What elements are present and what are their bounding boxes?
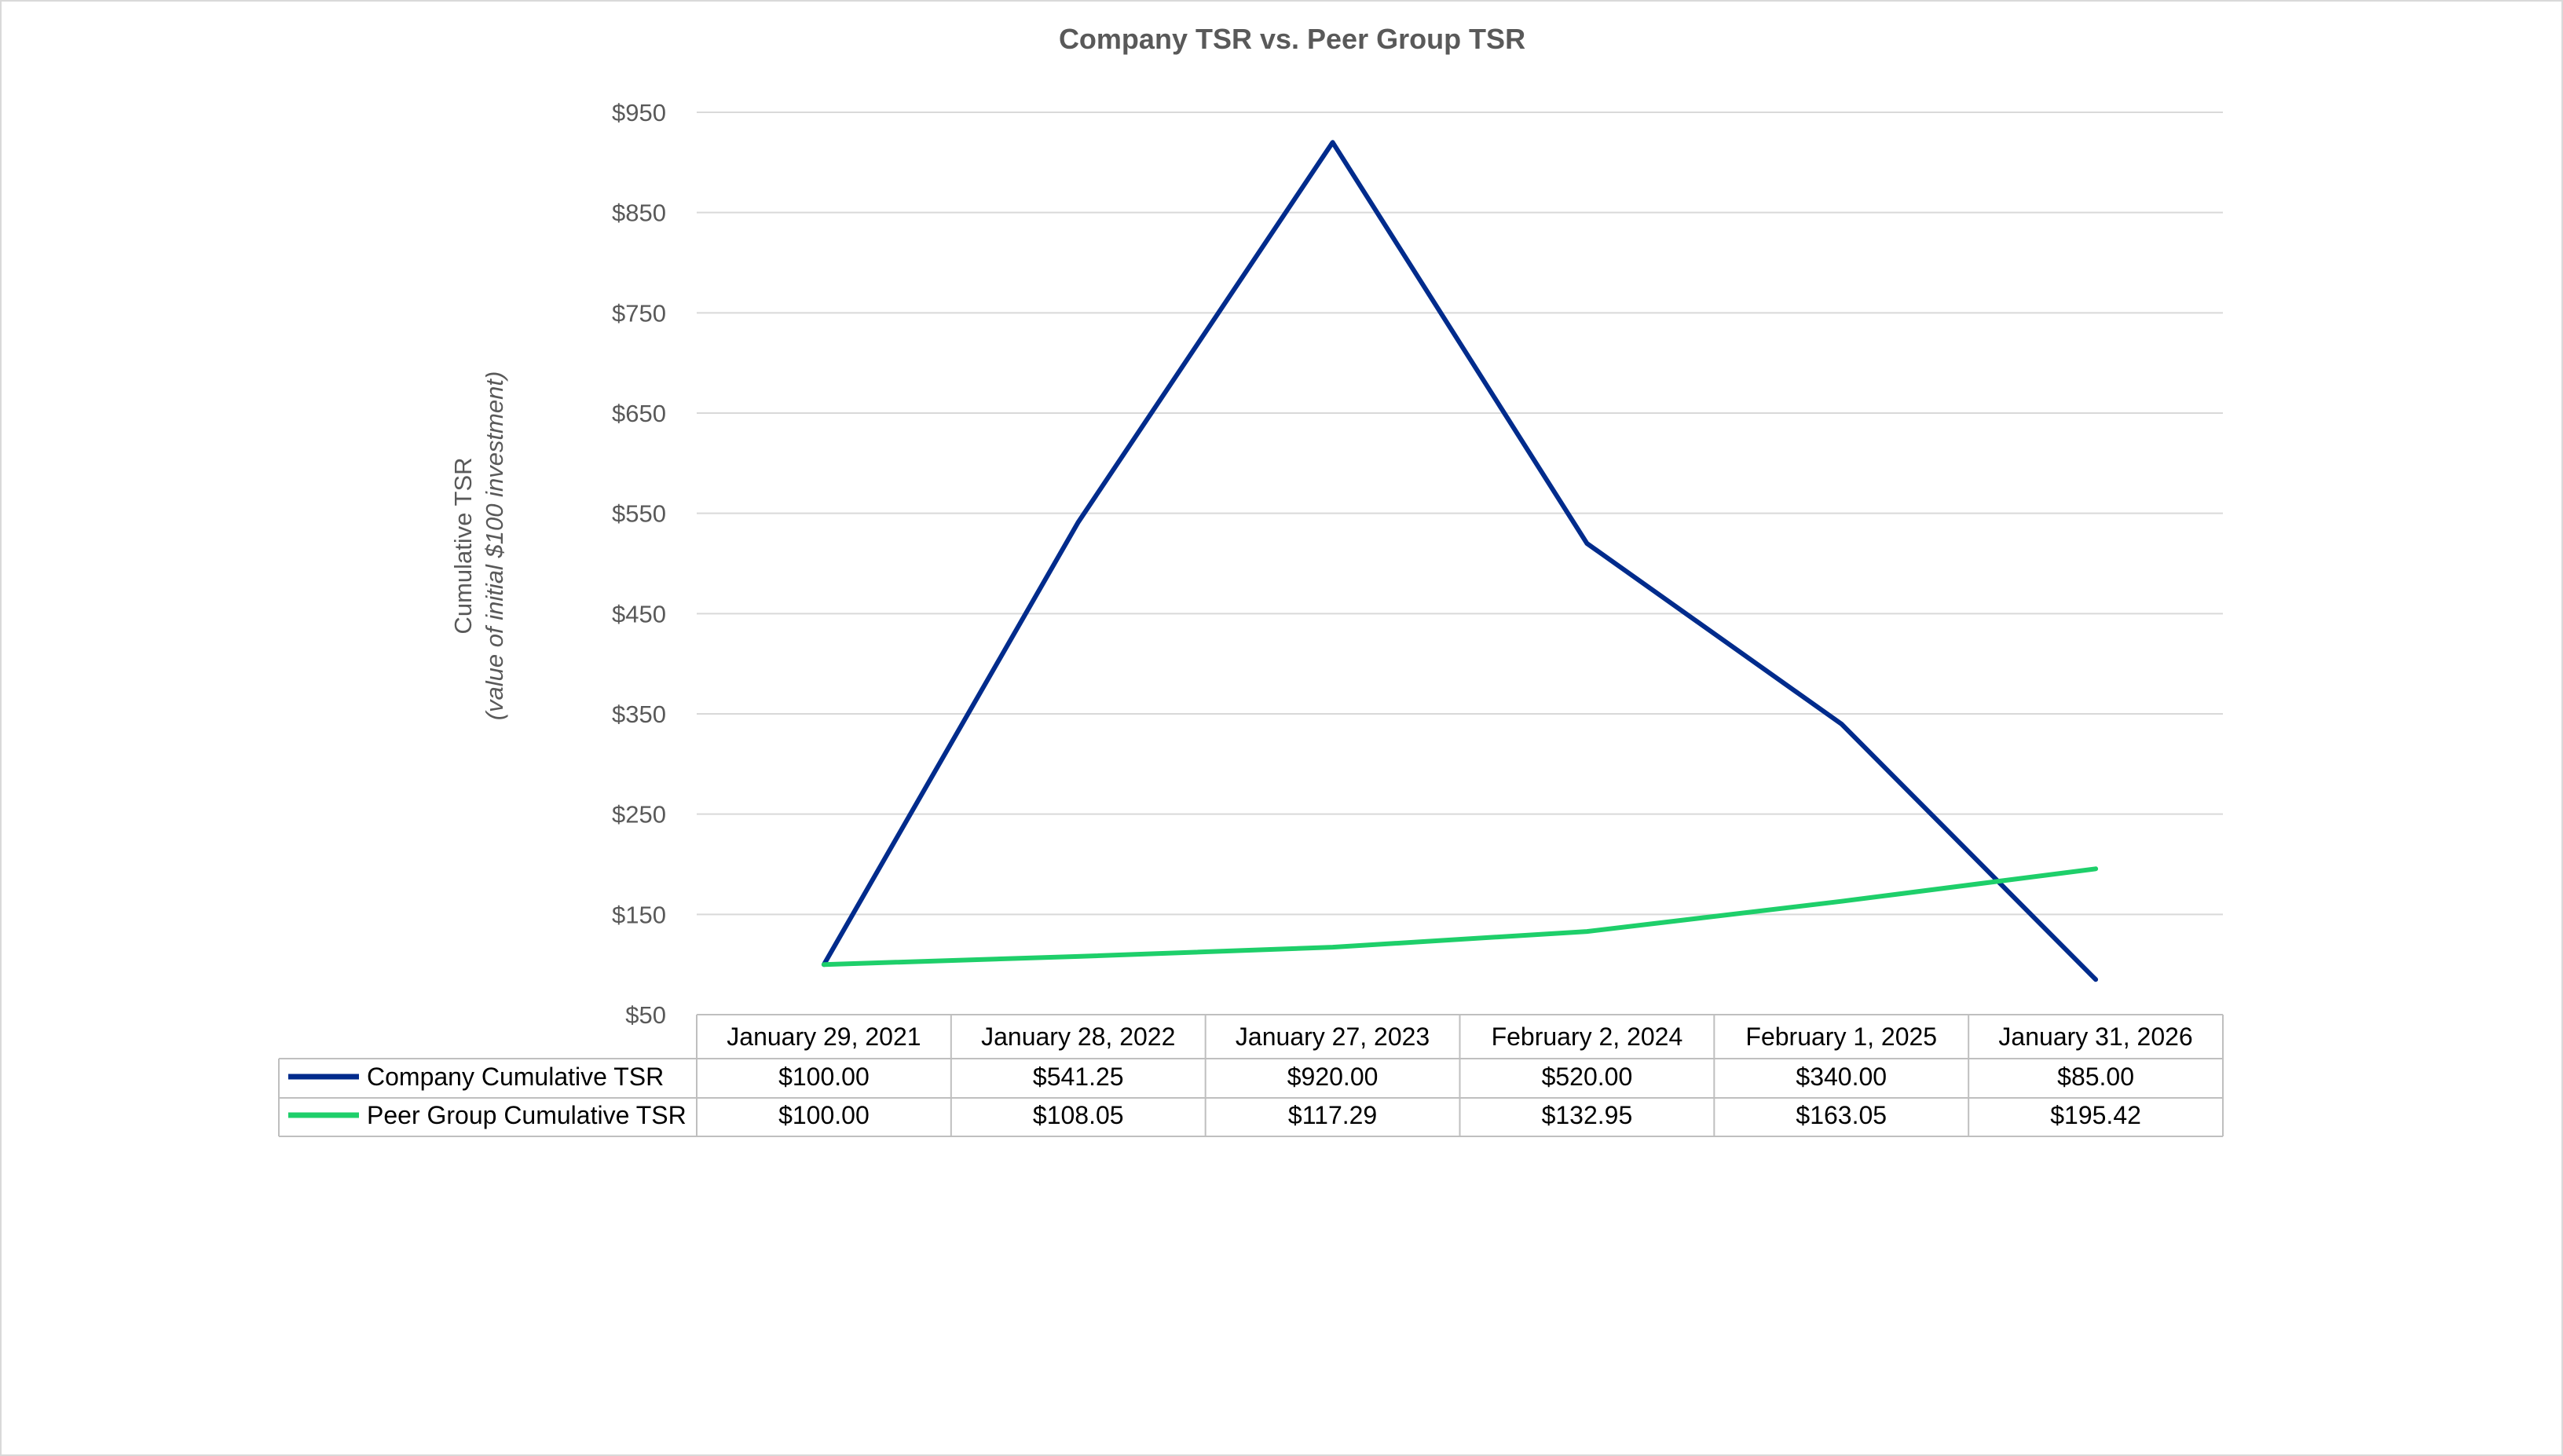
x-category-label: January 28, 2022 xyxy=(981,1022,1175,1051)
x-category-label: February 1, 2025 xyxy=(1745,1022,1937,1051)
legend-series-name: Company Cumulative TSR xyxy=(367,1063,664,1091)
table-value-cell: $195.42 xyxy=(2050,1101,2141,1129)
y-axis-title-sub: (value of initial $100 investment) xyxy=(481,371,508,721)
data-table: January 29, 2021 January 28, 2022 January … xyxy=(278,1014,2224,1137)
y-tick-label: $950 xyxy=(612,99,666,126)
x-category-label: February 2, 2024 xyxy=(1492,1022,1683,1051)
series-line xyxy=(821,866,2099,968)
legend-series-name: Peer Group Cumulative TSR xyxy=(367,1101,687,1129)
table-value-cell: $108.05 xyxy=(1033,1101,1124,1129)
table-value-cell: $117.29 xyxy=(1288,1101,1377,1129)
series-line xyxy=(821,140,2099,982)
x-category-label: January 27, 2023 xyxy=(1236,1022,1430,1051)
y-tick-label: $650 xyxy=(612,400,666,427)
gridlines xyxy=(697,112,2223,916)
y-tick-label: $350 xyxy=(612,701,666,728)
y-tick-label: $50 xyxy=(625,1001,666,1029)
y-tick-label: $750 xyxy=(612,299,666,327)
y-tick-label: $450 xyxy=(612,600,666,627)
table-value-cell: $920.00 xyxy=(1287,1063,1379,1091)
table-value-cell: $520.00 xyxy=(1542,1063,1633,1091)
y-axis-title-main: Cumulative TSR xyxy=(449,457,477,634)
x-category-label: January 31, 2026 xyxy=(1998,1022,2192,1051)
series-lines xyxy=(821,140,2099,982)
table-value-cell: $85.00 xyxy=(2057,1063,2134,1091)
y-axis-ticks: $50 $150 $250 $350 $450 $550 $650 $750 $850 $950 xyxy=(612,99,666,1029)
y-tick-label: $150 xyxy=(612,901,666,928)
table-value-cell: $163.05 xyxy=(1796,1101,1887,1129)
y-axis-title: Cumulative TSR (value of initial $100 in… xyxy=(449,371,508,721)
table-value-cell: $100.00 xyxy=(778,1101,870,1129)
table-value-cell: $340.00 xyxy=(1796,1063,1887,1091)
table-value-cell: $541.25 xyxy=(1033,1063,1124,1091)
chart-title: Company TSR vs. Peer Group TSR xyxy=(1059,23,1525,55)
table-value-cell: $132.95 xyxy=(1542,1101,1633,1129)
y-tick-label: $250 xyxy=(612,801,666,829)
y-tick-label: $850 xyxy=(612,199,666,227)
table-value-cell: $100.00 xyxy=(778,1063,870,1091)
y-tick-label: $550 xyxy=(612,500,666,528)
x-category-label: January 29, 2021 xyxy=(727,1022,921,1051)
